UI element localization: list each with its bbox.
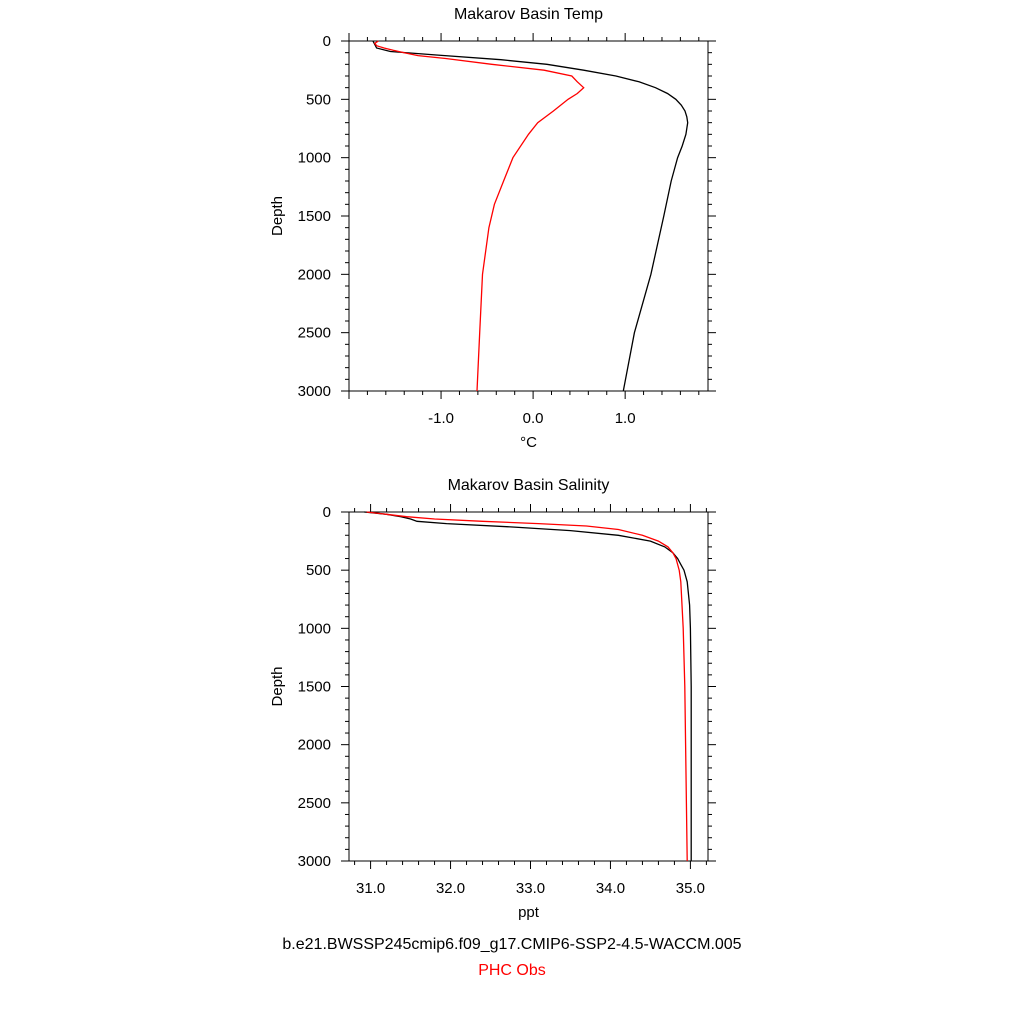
obs-caption: PHC Obs xyxy=(478,962,546,979)
y-axis-label: Depth xyxy=(269,666,286,706)
chart-panel-1 xyxy=(341,33,716,399)
x-axis-label: ppt xyxy=(518,904,540,921)
x-tick-label: 32.0 xyxy=(436,880,465,897)
model-caption: b.e21.BWSSP245cmip6.f09_g17.CMIP6-SSP2-4… xyxy=(282,936,742,953)
plot-frame xyxy=(348,511,709,862)
y-tick-label: 500 xyxy=(306,91,331,108)
y-tick-label: 0 xyxy=(323,504,331,521)
y-tick-label: 2000 xyxy=(298,737,331,754)
x-tick-label: 31.0 xyxy=(356,880,385,897)
chart-title: Makarov Basin Salinity xyxy=(448,477,610,494)
y-tick-label: 1500 xyxy=(298,679,331,696)
x-tick-label: 35.0 xyxy=(676,880,705,897)
y-tick-label: 2000 xyxy=(298,266,331,283)
x-tick-label: 1.0 xyxy=(615,410,636,427)
plot-frame xyxy=(348,40,709,392)
chart-title: Makarov Basin Temp xyxy=(454,6,603,23)
y-tick-label: 2500 xyxy=(298,795,331,812)
y-tick-label: 1500 xyxy=(298,208,331,225)
x-tick-label: -1.0 xyxy=(428,410,454,427)
series-line-model xyxy=(372,40,689,392)
y-tick-label: 3000 xyxy=(298,853,331,870)
y-tick-label: 500 xyxy=(306,562,331,579)
y-tick-label: 1000 xyxy=(298,620,331,637)
x-tick-label: 0.0 xyxy=(523,410,544,427)
y-tick-label: 3000 xyxy=(298,383,331,400)
y-tick-label: 1000 xyxy=(298,150,331,167)
series-line-model xyxy=(364,511,692,861)
y-tick-label: 2500 xyxy=(298,325,331,342)
x-tick-label: 34.0 xyxy=(596,880,625,897)
chart-panel-2 xyxy=(341,504,716,869)
x-axis-label: °C xyxy=(520,434,537,451)
series-line-phc-obs xyxy=(366,511,688,862)
y-axis-label: Depth xyxy=(269,196,286,236)
y-tick-label: 0 xyxy=(323,33,331,50)
x-tick-label: 33.0 xyxy=(516,880,545,897)
series-line-phc-obs xyxy=(373,40,585,392)
